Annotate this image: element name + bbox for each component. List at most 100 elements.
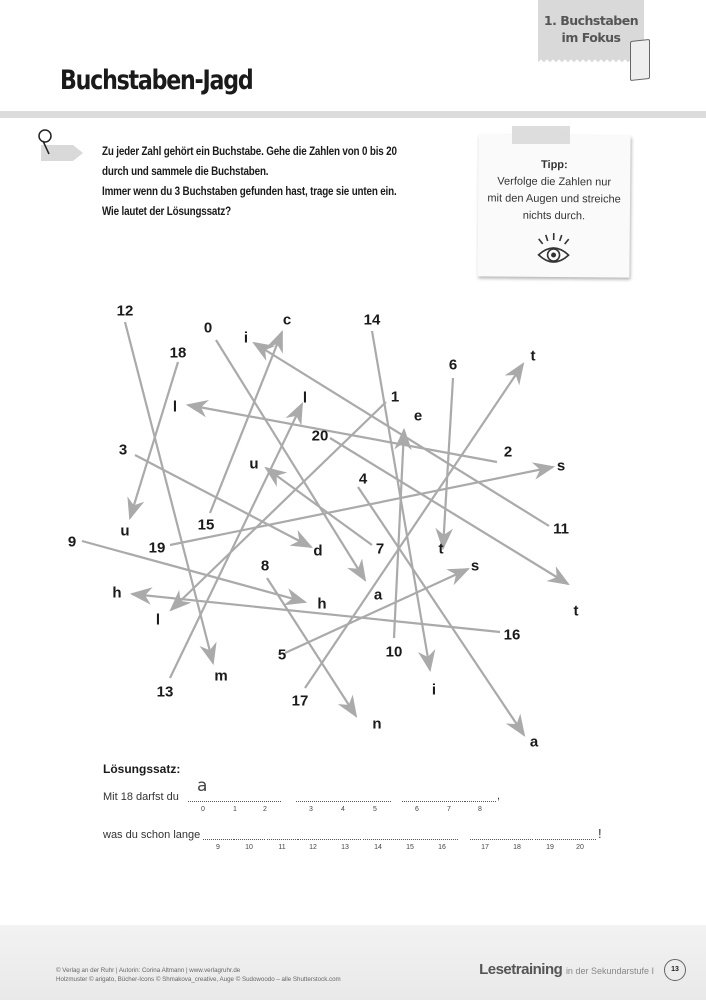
puzzle-letter: a <box>373 586 383 604</box>
slot-number: 17 <box>481 844 489 851</box>
puzzle-number: 6 <box>448 356 458 374</box>
connector-arrow <box>252 341 550 527</box>
puzzle-number: 15 <box>197 516 215 534</box>
letter-slot[interactable] <box>402 789 433 802</box>
letter-slot[interactable] <box>296 789 327 802</box>
connector-arrow <box>370 330 436 673</box>
letter-hunt-puzzle <box>81 321 570 737</box>
chapter-label-2: im Fokus <box>561 30 621 45</box>
puzzle-number: 13 <box>156 683 174 701</box>
letter-slot[interactable] <box>267 827 298 840</box>
slot-number: 7 <box>447 806 451 813</box>
puzzle-letter: i <box>243 329 249 347</box>
letter-slot[interactable] <box>427 827 458 840</box>
letter-slot[interactable] <box>220 789 251 802</box>
connector-arrow <box>357 486 526 737</box>
brand-name: Lesetraining <box>479 961 563 978</box>
instruction-line: Immer wenn du 3 Buchstaben gefunden hast… <box>102 184 397 198</box>
connector-arrow <box>304 362 525 689</box>
solution-line1-prefix: Mit 18 darfst du <box>103 791 179 803</box>
letter-slot[interactable] <box>328 789 359 802</box>
puzzle-letter: l <box>302 389 308 407</box>
puzzle-number: 0 <box>203 319 213 337</box>
tab-zigzag <box>538 58 644 64</box>
connector-arrow <box>169 401 387 612</box>
puzzle-number: 10 <box>385 643 403 661</box>
puzzle-letter: i <box>431 681 437 699</box>
puzzle-letter: m <box>214 667 228 685</box>
letter-slot[interactable] <box>234 827 265 840</box>
slot-number: 8 <box>478 806 482 813</box>
letter-slot[interactable] <box>360 789 391 802</box>
instruction-line: Zu jeder Zahl gehört ein Buchstabe. Gehe… <box>102 144 397 158</box>
slot-number: 19 <box>546 844 554 851</box>
puzzle-letter: s <box>470 557 480 575</box>
connector-arrow <box>264 466 373 546</box>
letter-slot[interactable] <box>188 789 219 802</box>
brand: Lesetraining in der Sekundarstufe I <box>479 961 654 978</box>
connector-arrow <box>81 539 308 606</box>
letter-slot[interactable] <box>250 789 281 802</box>
puzzle-letter: e <box>413 407 423 425</box>
slot-number: 5 <box>373 806 377 813</box>
footer-copyright: © Verlag an der Ruhr | Autorin: Corina A… <box>56 966 341 984</box>
puzzle-letter: h <box>112 584 122 602</box>
letter-slot[interactable] <box>330 827 361 840</box>
instruction-line: durch und sammele die Buchstaben. <box>102 164 269 178</box>
slot-number: 12 <box>309 844 317 851</box>
letter-slot[interactable] <box>535 827 566 840</box>
puzzle-number: 3 <box>118 441 128 459</box>
slot-number: 10 <box>245 844 253 851</box>
puzzle-number: 2 <box>503 443 513 461</box>
letter-slot[interactable] <box>502 827 533 840</box>
puzzle-letter: u <box>249 455 259 473</box>
connector-arrow <box>329 437 570 586</box>
connector-arrow <box>129 587 501 634</box>
slot-number: 1 <box>233 806 237 813</box>
tip-note: Tipp: Verfolge die Zahlen nur mit den Au… <box>477 134 631 278</box>
divider <box>0 111 706 118</box>
connector-arrow <box>123 321 217 666</box>
slot-number: 13 <box>341 844 349 851</box>
slot-number: 6 <box>415 806 419 813</box>
instruction-line: Wie lautet der Lösungssatz? <box>102 204 231 218</box>
puzzle-letter: d <box>313 542 323 560</box>
puzzle-letter: n <box>372 715 382 733</box>
letter-slot[interactable] <box>434 789 465 802</box>
solution-line2-prefix: was du schon lange <box>103 829 201 841</box>
puzzle-number: 18 <box>169 344 187 362</box>
puzzle-number: 5 <box>277 646 287 664</box>
letter-slot[interactable] <box>465 789 496 802</box>
copyright-text: © Verlag an der Ruhr | Autorin: Corina A… <box>56 967 241 974</box>
connector-arrow <box>185 399 498 464</box>
letter-slot[interactable] <box>363 827 394 840</box>
slot-number: 18 <box>513 844 521 851</box>
slot-number: 11 <box>278 844 286 851</box>
slot-number: 0 <box>201 806 205 813</box>
puzzle-number: 14 <box>363 311 381 329</box>
puzzle-letter: c <box>282 311 292 329</box>
letter-slot[interactable] <box>298 827 329 840</box>
slot-number: 9 <box>216 844 220 851</box>
letter-slot[interactable] <box>565 827 596 840</box>
puzzle-number: 7 <box>375 540 385 558</box>
puzzle-number: 17 <box>291 692 309 710</box>
slot-number: 15 <box>406 844 414 851</box>
letter-slot[interactable] <box>203 827 234 840</box>
eye-icon <box>537 232 570 263</box>
footer <box>0 925 706 1000</box>
connector-arrow <box>284 568 470 654</box>
puzzle-number: 19 <box>148 539 166 557</box>
connector-arrow <box>169 462 556 547</box>
letter-slot[interactable] <box>470 827 501 840</box>
slot-number: 20 <box>576 844 584 851</box>
chapter-tab: 1. Buchstaben im Fokus <box>538 0 644 58</box>
puzzle-number: 20 <box>311 427 329 445</box>
puzzle-number: 1 <box>390 388 400 406</box>
letter-slot[interactable] <box>395 827 426 840</box>
puzzle-number: 9 <box>67 533 77 551</box>
connector-arrow <box>266 577 358 718</box>
slot-number: 4 <box>341 806 345 813</box>
puzzle-letter: a <box>529 733 539 751</box>
